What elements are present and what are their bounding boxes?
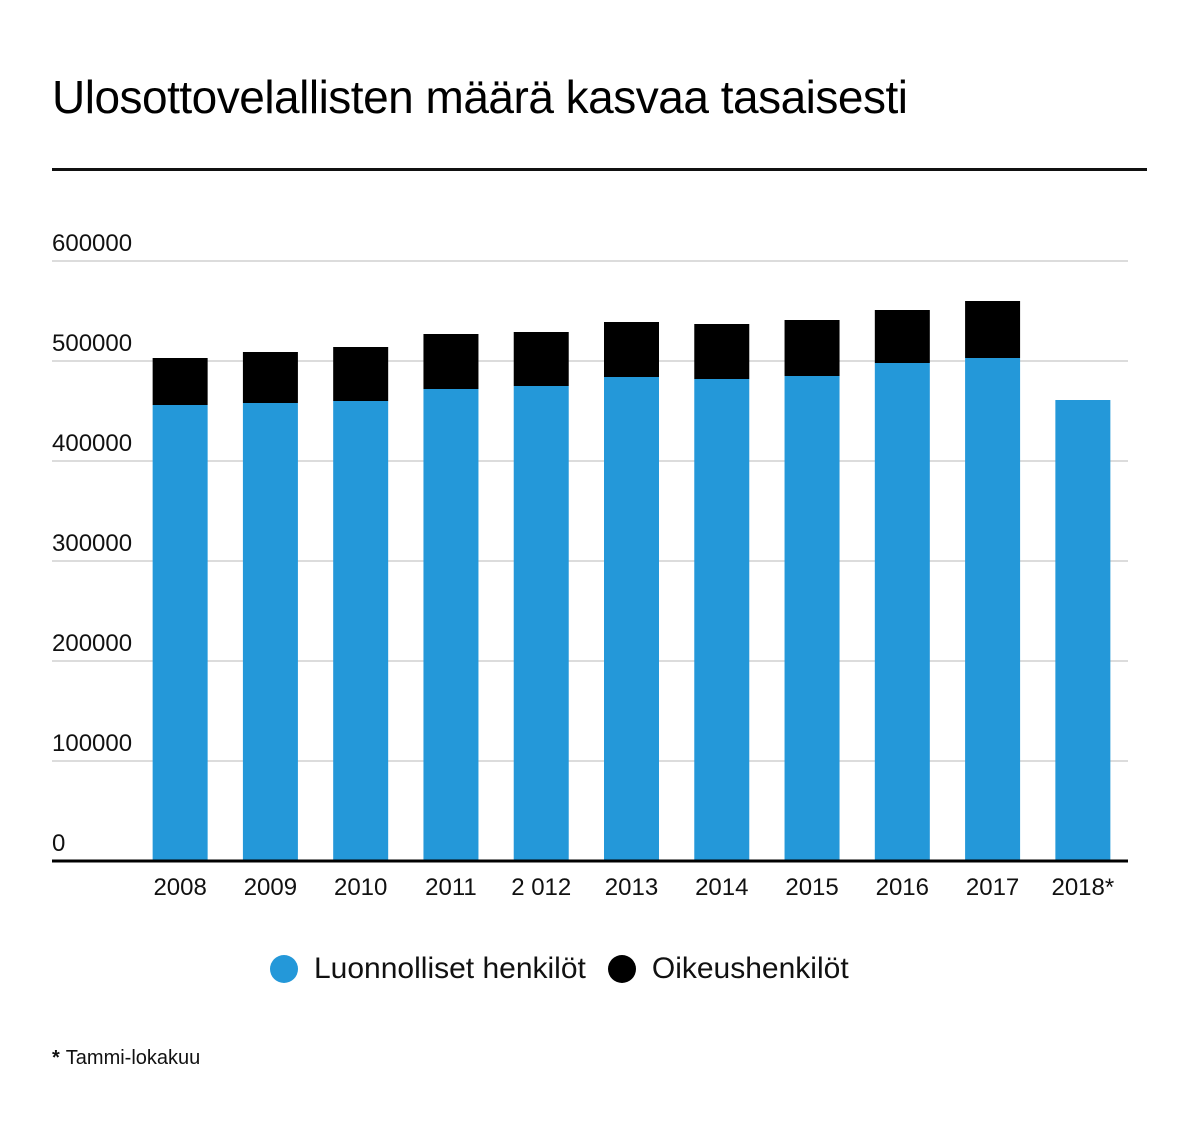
bar-luonnolliset [694,379,750,861]
bar-oikeus [784,320,840,376]
legend-item-luonnolliset: Luonnolliset henkilöt [270,952,586,986]
bar-luonnolliset [513,386,569,861]
x-tick-label: 2013 [605,874,658,901]
x-tick-label: 2 012 [511,874,571,901]
x-tick-label: 2009 [244,874,297,901]
bar-luonnolliset [152,405,208,861]
bar-oikeus [513,332,569,386]
bar-luonnolliset [784,376,840,861]
y-tick-label: 600000 [52,230,132,257]
legend-label-luonnolliset: Luonnolliset henkilöt [314,952,586,985]
bar-oikeus [333,347,389,401]
bar-luonnolliset [604,377,659,861]
bar-oikeus [423,334,479,389]
x-tick-label: 2010 [334,874,387,901]
footnote-text: Tammi-lokakuu [65,1047,201,1069]
footnote-marker: * [52,1047,60,1069]
bar-luonnolliset [333,401,389,861]
bar-oikeus [242,352,298,403]
legend-label-oikeus: Oikeushenkilöt [651,952,849,985]
y-tick-label: 500000 [52,330,132,357]
bar-oikeus [694,324,750,379]
bar-luonnolliset [423,389,479,861]
bar-oikeus [604,322,659,377]
x-tick-label: 2011 [425,874,477,901]
x-tick-label: 2018* [1051,874,1114,901]
bar-luonnolliset [965,358,1021,861]
y-tick-label: 400000 [52,430,132,457]
y-tick-label: 200000 [52,630,132,657]
title-divider [52,168,1147,171]
bar-luonnolliset [874,363,930,861]
y-tick-label: 100000 [52,730,132,757]
y-tick-label: 0 [52,830,65,857]
bars [152,301,1111,861]
bar-oikeus [965,301,1021,358]
x-tick-label: 2015 [785,874,838,901]
x-tick-labels: 2008 2009 2010 2011 2 012 2013 2014 2015 2016 201… [153,874,1114,901]
gridlines [52,260,1128,762]
x-tick-label: 2014 [695,874,748,901]
legend-swatch-oikeus [607,955,636,983]
y-tick-label: 300000 [52,530,132,557]
bar-luonnolliset [242,403,298,861]
chart-title: Ulosottovelallisten määrä kasvaa tasaise… [52,71,908,123]
footnote: * Tammi-lokakuu [52,1047,200,1070]
x-tick-label: 2008 [153,874,206,901]
legend: Luonnolliset henkilöt Oikeushenkilöt [270,952,871,986]
bar-luonnolliset [1055,400,1111,861]
bar-oikeus [152,358,208,405]
y-tick-labels: 0 100000 200000 300000 400000 500000 600000 [52,230,132,857]
x-tick-label: 2017 [966,874,1019,901]
legend-swatch-luonnolliset [270,955,298,983]
bar-oikeus [874,310,930,363]
legend-item-oikeus: Oikeushenkilöt [607,952,849,986]
x-tick-label: 2016 [876,874,929,901]
